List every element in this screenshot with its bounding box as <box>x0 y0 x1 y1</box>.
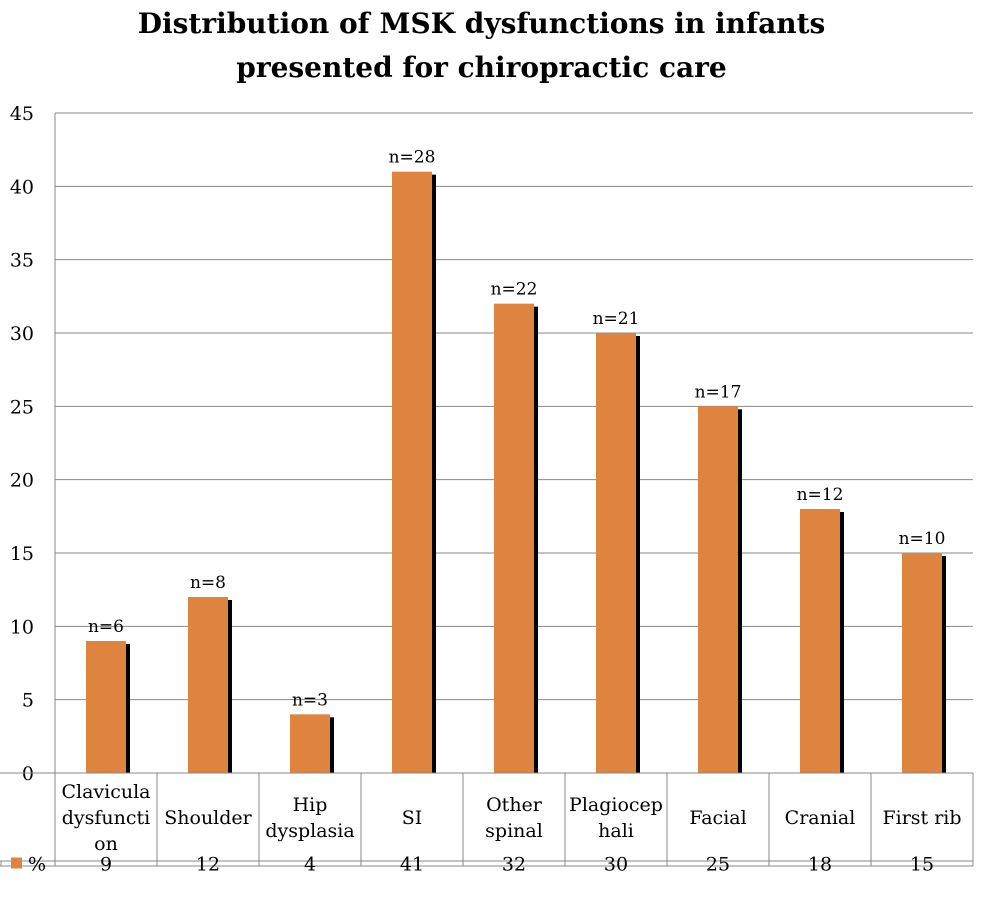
bar-4 <box>494 303 534 773</box>
y-tick-label-45: 45 <box>10 103 34 125</box>
data-label-8: n=10 <box>899 529 946 549</box>
category-label-0: Clavicula dysfuncti on <box>61 781 150 855</box>
bar-0 <box>86 641 126 773</box>
category-label-2: Hip dysplasia <box>265 794 354 842</box>
data-label-5: n=21 <box>593 309 640 329</box>
data-label-2: n=3 <box>292 690 328 710</box>
y-tick-label-5: 5 <box>22 690 34 712</box>
category-label-3: SI <box>402 807 423 829</box>
table-value-4: 32 <box>502 854 526 876</box>
y-tick-label-35: 35 <box>10 250 34 272</box>
table-value-5: 30 <box>604 854 628 876</box>
bar-1 <box>188 597 228 773</box>
bar-7 <box>800 509 840 773</box>
table-value-1: 12 <box>196 854 220 876</box>
category-label-8: First rib <box>882 807 961 829</box>
data-label-4: n=22 <box>491 280 538 300</box>
data-label-1: n=8 <box>190 573 226 593</box>
y-tick-label-20: 20 <box>10 470 34 492</box>
table-value-8: 15 <box>910 854 934 876</box>
legend-label: % <box>28 854 46 876</box>
y-tick-label-25: 25 <box>10 396 34 418</box>
category-label-5: Plagiocep hali <box>569 794 663 842</box>
category-label-6: Facial <box>689 807 746 829</box>
bars <box>86 171 946 773</box>
chart-title-line-1: Distribution of MSK dysfunctions in infa… <box>137 7 826 40</box>
y-tick-label-40: 40 <box>10 176 34 198</box>
data-label-3: n=28 <box>389 148 436 168</box>
data-label-0: n=6 <box>88 617 124 637</box>
table-value-2: 4 <box>304 854 316 876</box>
y-tick-label-30: 30 <box>10 323 34 345</box>
table-value-6: 25 <box>706 854 730 876</box>
y-tick-label-10: 10 <box>10 616 34 638</box>
table-value-3: 41 <box>400 854 424 876</box>
legend-swatch <box>11 857 22 869</box>
bar-8 <box>902 553 942 773</box>
chart-title: Distribution of MSK dysfunctions in infa… <box>0 2 963 90</box>
y-tick-label-15: 15 <box>10 543 34 565</box>
table-value-7: 18 <box>808 854 832 876</box>
category-label-7: Cranial <box>785 807 856 829</box>
y-tick-label-0: 0 <box>22 763 34 785</box>
bar-6 <box>698 406 738 773</box>
category-label-1: Shoulder <box>164 807 252 829</box>
chart-title-line-2: presented for chiropractic care <box>236 51 727 84</box>
data-table: Clavicula dysfuncti on Shoulder Hip dysplasia… <box>0 772 974 876</box>
category-label-4: Other spinal <box>485 794 543 842</box>
data-label-6: n=17 <box>695 382 742 402</box>
bar-3 <box>392 171 432 773</box>
data-label-7: n=12 <box>797 485 844 505</box>
bar-2 <box>290 714 330 773</box>
data-labels: n=6 n=8 n=3 n=28 n=22 n=21 n=17 n=12 n=10 <box>88 148 945 711</box>
bar-5 <box>596 333 636 773</box>
y-axis: 0 5 10 15 20 25 30 35 40 45 <box>10 103 56 785</box>
table-value-0: 9 <box>100 854 112 876</box>
